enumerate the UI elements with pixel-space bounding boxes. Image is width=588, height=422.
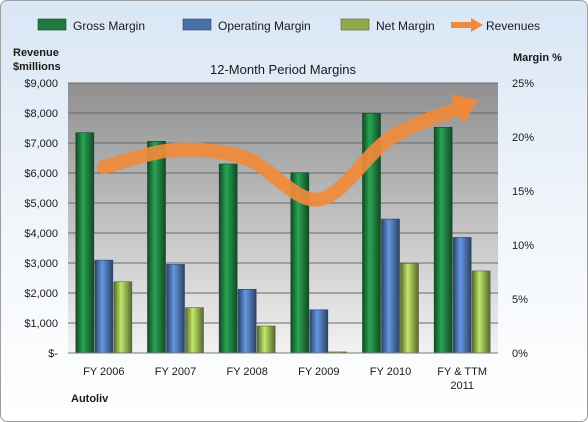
left-tick-label: $5,000 [24, 198, 58, 210]
left-tick-label: $7,000 [24, 138, 58, 150]
left-tick-label: $- [48, 348, 58, 360]
left-tick-label: $2,000 [24, 288, 58, 300]
legend-label-gross-margin: Gross Margin [73, 19, 145, 33]
left-axis-label-line2: $millions [13, 61, 61, 73]
bar-gross-margin [433, 126, 453, 354]
bar-gross-margin [218, 163, 238, 354]
bar-operating-margin [237, 288, 257, 354]
revenues-line [96, 100, 470, 207]
revenues-arrowhead [450, 94, 479, 125]
company-label: Autoliv [71, 393, 109, 405]
bar-net-margin [400, 263, 419, 354]
x-tick-label: FY 2006 [83, 366, 124, 378]
x-tick-label: FY 2009 [298, 366, 339, 378]
legend-swatch-operating-margin [182, 18, 212, 31]
right-tick-label: 0% [512, 348, 528, 360]
legend-swatch-gross-margin [37, 18, 67, 31]
legend-label-revenues: Revenues [486, 19, 540, 33]
right-tick-label: 10% [512, 240, 534, 252]
bar-operating-margin [94, 259, 114, 354]
left-tick-label: $3,000 [24, 258, 58, 270]
right-axis-label: Margin % [513, 52, 562, 64]
left-axis-label-line1: Revenue [13, 47, 59, 59]
left-tick-label: $1,000 [24, 318, 58, 330]
right-tick-label: 15% [512, 186, 534, 198]
bar-gross-margin [147, 141, 166, 354]
x-tick-label: FY 2010 [370, 366, 411, 378]
chart-title: 12-Month Period Margins [210, 62, 356, 77]
bar-operating-margin [166, 264, 185, 354]
bar-net-margin [256, 325, 276, 354]
right-tick-label: 25% [512, 78, 534, 90]
legend-label-operating-margin: Operating Margin [218, 19, 311, 33]
x-tick-label: FY & TTM 2011 [437, 366, 487, 392]
left-tick-label: $8,000 [24, 108, 58, 120]
legend-label-net-margin: Net Margin [376, 19, 435, 33]
bar-operating-margin [452, 237, 472, 354]
x-tick-label: FY 2007 [155, 366, 196, 378]
legend-arrow-revenues [471, 18, 483, 32]
bar-net-margin [471, 270, 491, 354]
bar-gross-margin [75, 132, 95, 354]
x-tick-label: FY 2008 [226, 366, 267, 378]
left-tick-label: $9,000 [24, 78, 58, 90]
legend-swatch-net-margin [340, 18, 370, 31]
right-tick-label: 5% [512, 294, 528, 306]
bar-operating-margin [309, 309, 329, 354]
bar-net-margin [113, 281, 133, 354]
left-tick-label: $6,000 [24, 168, 58, 180]
left-tick-label: $4,000 [24, 228, 58, 240]
bar-net-margin [185, 307, 204, 354]
bar-operating-margin [381, 218, 400, 354]
right-tick-label: 20% [512, 132, 534, 144]
